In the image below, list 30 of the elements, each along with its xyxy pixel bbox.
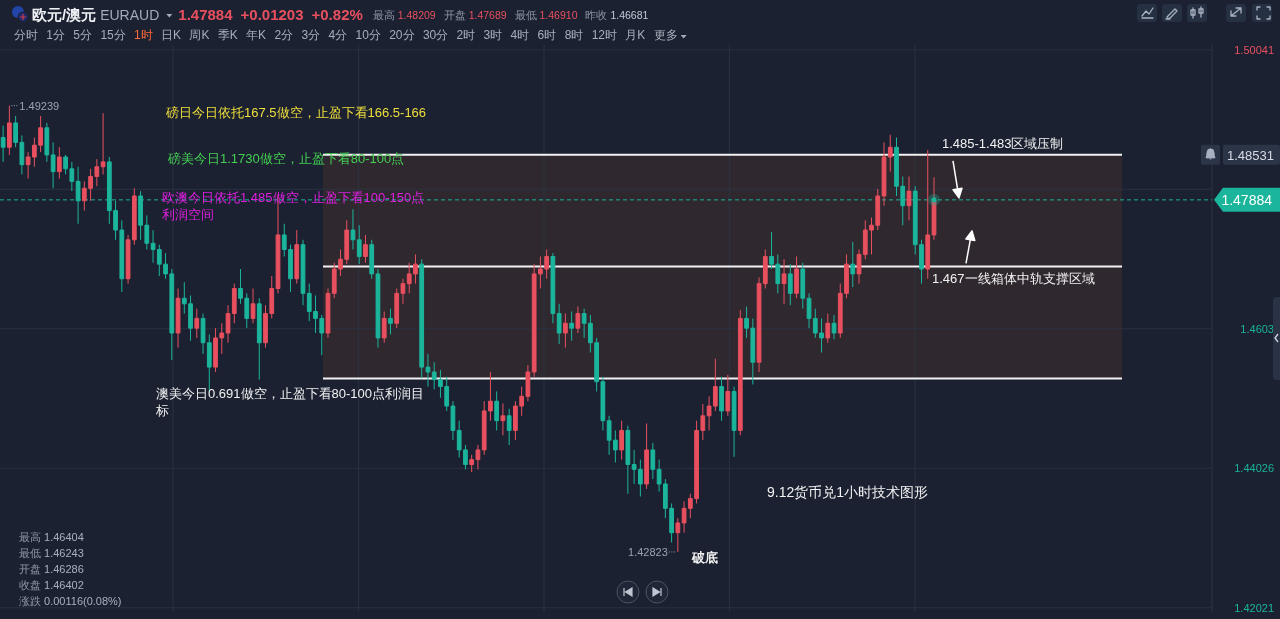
ref-line-label: 1.47884 <box>1221 191 1273 208</box>
annotation: 最低 1.46243 <box>19 547 84 559</box>
y-tick-label: 1.44026 <box>1234 462 1274 475</box>
text: 最高 1.48209 <box>372 9 436 21</box>
y-tick-label: 1.4603 <box>1240 322 1274 335</box>
annotation: 1.49239 <box>19 99 60 112</box>
y-tick-label: 1.42021 <box>1234 601 1274 614</box>
annotation: 破底 <box>691 549 718 565</box>
text: +0.82% <box>311 6 363 23</box>
text: 昨收 1.46681 <box>585 9 649 21</box>
chart-subtitle: EURAUD <box>100 7 160 23</box>
annotation: 澳美今日0.691做空，止盈下看80-100点利润目标 <box>156 386 424 418</box>
annotation: 1.42823 <box>628 545 668 558</box>
text: 1.47884 <box>178 6 234 23</box>
annotation: 9.12货币兑1小时技术图形 <box>767 484 929 500</box>
text: 最低 1.46910 <box>514 9 578 21</box>
annotation: 涨跌 0.00116(0.08%) <box>19 595 122 607</box>
y-tick-label: 1.50041 <box>1234 43 1274 56</box>
annotation: 欧澳今日依托1.485做空，止盈下看100-150点利润空间 <box>162 190 425 222</box>
ref-line-label: 1.485-1.483区域压制 <box>942 135 1064 151</box>
value-tag: 1.48531 <box>1223 144 1280 165</box>
annotation: 最高 1.46404 <box>19 531 84 543</box>
text: +0.01203 <box>240 6 304 23</box>
annotation: 开盘 1.46286 <box>19 563 84 575</box>
annotation: 收盘 1.46402 <box>19 579 84 591</box>
chart-title: 欧元/澳元 <box>32 6 97 23</box>
ref-line-label: 1.467一线箱体中轨支撑区域 <box>932 271 1095 287</box>
annotation: 磅日今日依托167.5做空，止盈下看166.5-166 <box>166 105 427 120</box>
text: 分时 1分 5分 15分 1时 日K 周K 季K 年K 2分 3分 4分 10分 20分 30分 2时 3时 4时 6时 8时 12时 月K 更多 <box>14 28 678 42</box>
text: 开盘 1.47689 <box>443 9 507 21</box>
